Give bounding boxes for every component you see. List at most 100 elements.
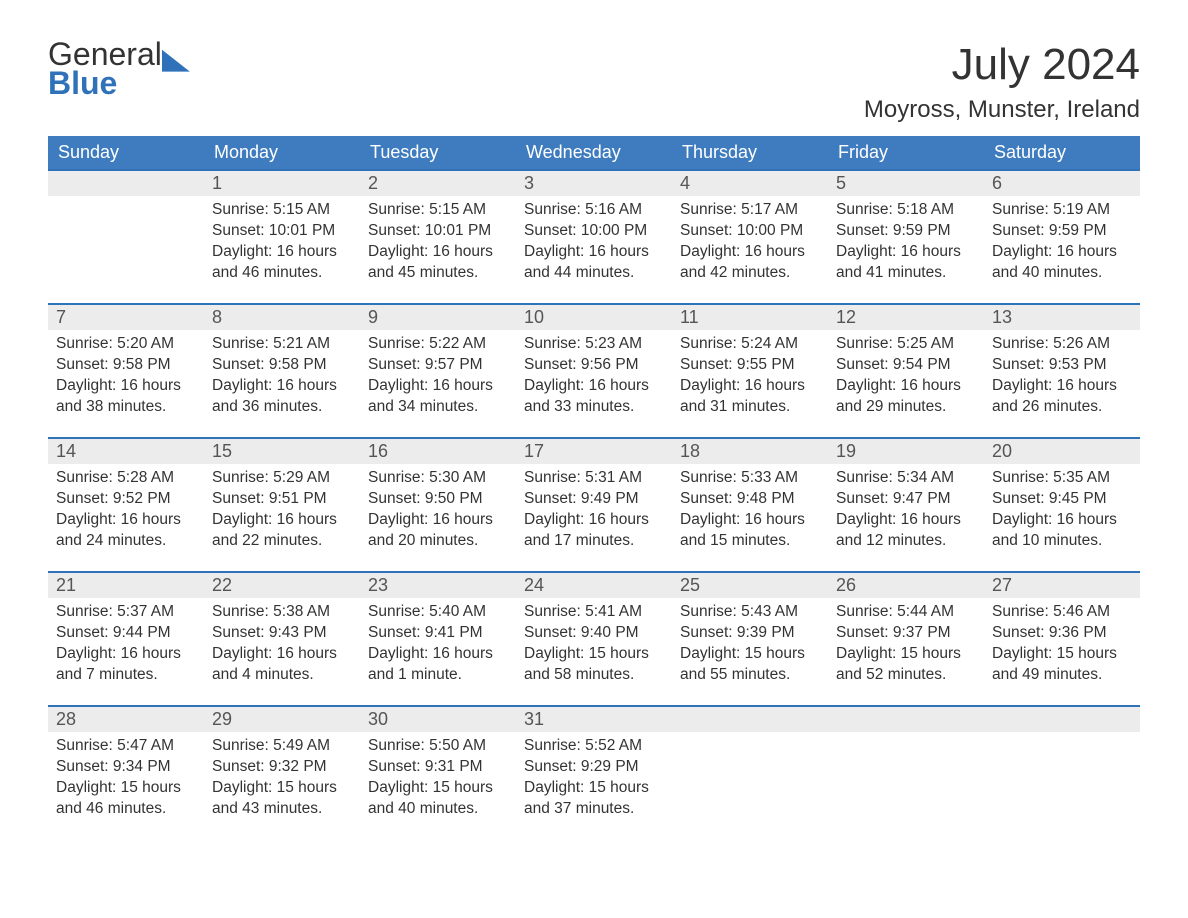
day-number-cell: 20	[984, 438, 1140, 464]
day-number-cell: 19	[828, 438, 984, 464]
weekday-header: Thursday	[672, 136, 828, 170]
day-number-cell: 15	[204, 438, 360, 464]
day-number-cell: 8	[204, 304, 360, 330]
sunset-line: Sunset: 9:40 PM	[524, 623, 664, 644]
weekday-header: Saturday	[984, 136, 1140, 170]
day-number-cell: 6	[984, 170, 1140, 196]
sunrise-line: Sunrise: 5:31 AM	[524, 468, 664, 489]
sunset-line: Sunset: 9:29 PM	[524, 757, 664, 778]
daylight-line: Daylight: 16 hours and 22 minutes.	[212, 510, 352, 552]
day-data-cell: Sunrise: 5:31 AMSunset: 9:49 PMDaylight:…	[516, 464, 672, 572]
day-number-row: 78910111213	[48, 304, 1140, 330]
day-number-cell: 23	[360, 572, 516, 598]
daylight-line: Daylight: 16 hours and 1 minute.	[368, 644, 508, 686]
day-data-cell: Sunrise: 5:46 AMSunset: 9:36 PMDaylight:…	[984, 598, 1140, 706]
daylight-line: Daylight: 15 hours and 58 minutes.	[524, 644, 664, 686]
day-number-cell: 10	[516, 304, 672, 330]
day-data-row: Sunrise: 5:47 AMSunset: 9:34 PMDaylight:…	[48, 732, 1140, 840]
sunset-line: Sunset: 10:01 PM	[368, 221, 508, 242]
day-data-row: Sunrise: 5:20 AMSunset: 9:58 PMDaylight:…	[48, 330, 1140, 438]
sunset-line: Sunset: 9:31 PM	[368, 757, 508, 778]
sunset-line: Sunset: 9:55 PM	[680, 355, 820, 376]
day-data-cell: Sunrise: 5:29 AMSunset: 9:51 PMDaylight:…	[204, 464, 360, 572]
day-number-cell: 26	[828, 572, 984, 598]
weekday-header: Monday	[204, 136, 360, 170]
day-number-cell: 12	[828, 304, 984, 330]
sunset-line: Sunset: 9:34 PM	[56, 757, 196, 778]
sunset-line: Sunset: 9:59 PM	[836, 221, 976, 242]
sunset-line: Sunset: 9:51 PM	[212, 489, 352, 510]
daylight-line: Daylight: 16 hours and 24 minutes.	[56, 510, 196, 552]
daylight-line: Daylight: 15 hours and 55 minutes.	[680, 644, 820, 686]
sunset-line: Sunset: 9:44 PM	[56, 623, 196, 644]
day-number-cell: 14	[48, 438, 204, 464]
day-data-cell: Sunrise: 5:43 AMSunset: 9:39 PMDaylight:…	[672, 598, 828, 706]
sunrise-line: Sunrise: 5:19 AM	[992, 200, 1132, 221]
sunrise-line: Sunrise: 5:35 AM	[992, 468, 1132, 489]
sunrise-line: Sunrise: 5:43 AM	[680, 602, 820, 623]
sunrise-line: Sunrise: 5:37 AM	[56, 602, 196, 623]
day-data-cell: Sunrise: 5:21 AMSunset: 9:58 PMDaylight:…	[204, 330, 360, 438]
sunrise-line: Sunrise: 5:15 AM	[212, 200, 352, 221]
sunrise-line: Sunrise: 5:25 AM	[836, 334, 976, 355]
day-data-cell: Sunrise: 5:15 AMSunset: 10:01 PMDaylight…	[360, 196, 516, 304]
daylight-line: Daylight: 16 hours and 15 minutes.	[680, 510, 820, 552]
sunrise-line: Sunrise: 5:16 AM	[524, 200, 664, 221]
daylight-line: Daylight: 15 hours and 37 minutes.	[524, 778, 664, 820]
sunrise-line: Sunrise: 5:18 AM	[836, 200, 976, 221]
day-data-cell: Sunrise: 5:41 AMSunset: 9:40 PMDaylight:…	[516, 598, 672, 706]
day-number-cell: 17	[516, 438, 672, 464]
sunset-line: Sunset: 9:58 PM	[212, 355, 352, 376]
sunset-line: Sunset: 9:39 PM	[680, 623, 820, 644]
day-number-cell: 4	[672, 170, 828, 196]
sunrise-line: Sunrise: 5:52 AM	[524, 736, 664, 757]
day-data-cell: Sunrise: 5:28 AMSunset: 9:52 PMDaylight:…	[48, 464, 204, 572]
day-number-row: 14151617181920	[48, 438, 1140, 464]
day-number-cell: 7	[48, 304, 204, 330]
day-number-cell	[672, 706, 828, 732]
logo-triangle-icon	[162, 50, 190, 72]
sunset-line: Sunset: 9:47 PM	[836, 489, 976, 510]
sunrise-line: Sunrise: 5:41 AM	[524, 602, 664, 623]
daylight-line: Daylight: 15 hours and 43 minutes.	[212, 778, 352, 820]
sunrise-line: Sunrise: 5:28 AM	[56, 468, 196, 489]
day-number-cell: 27	[984, 572, 1140, 598]
day-data-cell: Sunrise: 5:37 AMSunset: 9:44 PMDaylight:…	[48, 598, 204, 706]
day-number-cell: 13	[984, 304, 1140, 330]
sunrise-line: Sunrise: 5:21 AM	[212, 334, 352, 355]
sunrise-line: Sunrise: 5:22 AM	[368, 334, 508, 355]
sunset-line: Sunset: 9:43 PM	[212, 623, 352, 644]
sunrise-line: Sunrise: 5:26 AM	[992, 334, 1132, 355]
day-number-cell: 31	[516, 706, 672, 732]
title-block: July 2024 Moyross, Munster, Ireland	[864, 40, 1140, 124]
day-data-row: Sunrise: 5:28 AMSunset: 9:52 PMDaylight:…	[48, 464, 1140, 572]
sunset-line: Sunset: 9:54 PM	[836, 355, 976, 376]
page-title: July 2024	[864, 40, 1140, 90]
day-data-row: Sunrise: 5:15 AMSunset: 10:01 PMDaylight…	[48, 196, 1140, 304]
day-data-cell: Sunrise: 5:44 AMSunset: 9:37 PMDaylight:…	[828, 598, 984, 706]
day-number-cell: 1	[204, 170, 360, 196]
day-number-cell	[984, 706, 1140, 732]
day-data-cell: Sunrise: 5:19 AMSunset: 9:59 PMDaylight:…	[984, 196, 1140, 304]
day-number-cell: 25	[672, 572, 828, 598]
daylight-line: Daylight: 16 hours and 7 minutes.	[56, 644, 196, 686]
sunset-line: Sunset: 9:48 PM	[680, 489, 820, 510]
daylight-line: Daylight: 16 hours and 36 minutes.	[212, 376, 352, 418]
day-data-cell	[828, 732, 984, 840]
daylight-line: Daylight: 16 hours and 29 minutes.	[836, 376, 976, 418]
daylight-line: Daylight: 16 hours and 12 minutes.	[836, 510, 976, 552]
day-data-cell: Sunrise: 5:30 AMSunset: 9:50 PMDaylight:…	[360, 464, 516, 572]
day-data-cell: Sunrise: 5:18 AMSunset: 9:59 PMDaylight:…	[828, 196, 984, 304]
sunset-line: Sunset: 9:50 PM	[368, 489, 508, 510]
sunset-line: Sunset: 9:32 PM	[212, 757, 352, 778]
day-data-cell: Sunrise: 5:34 AMSunset: 9:47 PMDaylight:…	[828, 464, 984, 572]
day-data-cell: Sunrise: 5:16 AMSunset: 10:00 PMDaylight…	[516, 196, 672, 304]
sunrise-line: Sunrise: 5:17 AM	[680, 200, 820, 221]
day-data-cell: Sunrise: 5:15 AMSunset: 10:01 PMDaylight…	[204, 196, 360, 304]
sunset-line: Sunset: 9:36 PM	[992, 623, 1132, 644]
day-number-cell: 5	[828, 170, 984, 196]
daylight-line: Daylight: 16 hours and 33 minutes.	[524, 376, 664, 418]
day-number-cell: 22	[204, 572, 360, 598]
logo-text: General Blue	[48, 40, 162, 98]
sunset-line: Sunset: 9:57 PM	[368, 355, 508, 376]
